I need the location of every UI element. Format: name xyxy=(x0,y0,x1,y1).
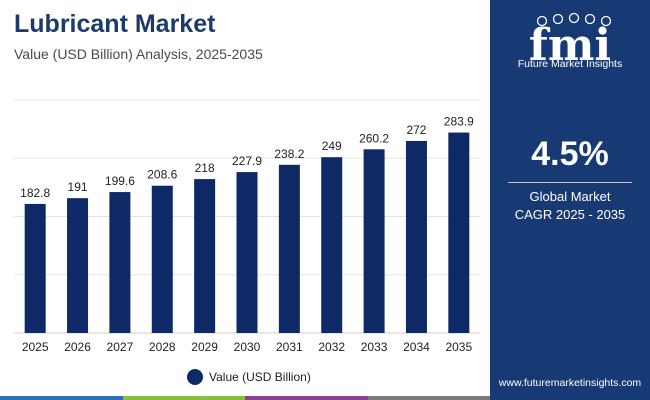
value-label-2028: 208.6 xyxy=(147,168,177,182)
logo-tagline: Future Market Insights xyxy=(517,58,623,70)
value-labels: 182.8 191 199.6 208.6 218 227.9 238.2 249 260.2 2… xyxy=(20,115,474,200)
sidebar-panel: fmi Future Market Insights 4.5% Global M… xyxy=(490,0,650,400)
legend: Value (USD Billion) xyxy=(187,369,311,385)
bar-chart: 182.8 191 199.6 208.6 218 227.9 238.2 249 260.2 2… xyxy=(14,99,480,354)
x-tick-2025: 2025 xyxy=(22,340,49,354)
legend-marker xyxy=(187,369,203,385)
value-label-2034: 272 xyxy=(406,123,426,137)
bar-2032 xyxy=(321,157,343,333)
x-tick-2035: 2035 xyxy=(445,340,472,354)
bar-2035 xyxy=(448,132,470,333)
x-tick-2034: 2034 xyxy=(403,340,430,354)
bar-2029 xyxy=(194,179,216,333)
x-tick-2030: 2030 xyxy=(234,340,261,354)
stripe-segment xyxy=(245,396,368,400)
chart-subtitle: Value (USD Billion) Analysis, 2025-2035 xyxy=(14,46,263,62)
value-label-2027: 199.6 xyxy=(105,174,135,188)
bar-2028 xyxy=(151,185,173,333)
chart-title: Lubricant Market xyxy=(14,10,216,38)
stripe-segment xyxy=(367,396,490,400)
divider xyxy=(508,182,632,183)
x-tick-2027: 2027 xyxy=(107,340,134,354)
bottom-color-stripe xyxy=(0,396,490,400)
x-tick-labels: 2025 2026 2027 2028 2029 2030 2031 2032 2033 2034… xyxy=(22,340,473,354)
value-label-2033: 260.2 xyxy=(359,131,389,145)
bar-2025 xyxy=(24,203,46,333)
bars xyxy=(24,132,470,333)
x-tick-2028: 2028 xyxy=(149,340,176,354)
cagr-value: 4.5% xyxy=(531,135,609,173)
value-label-2029: 218 xyxy=(195,161,215,175)
bar-2033 xyxy=(363,149,385,333)
value-label-2030: 227.9 xyxy=(232,154,262,168)
bar-2030 xyxy=(236,172,258,333)
x-tick-2032: 2032 xyxy=(318,340,345,354)
stripe-segment xyxy=(0,396,123,400)
x-tick-2033: 2033 xyxy=(361,340,388,354)
x-tick-2031: 2031 xyxy=(276,340,303,354)
value-label-2025: 182.8 xyxy=(20,186,50,200)
stripe-segment xyxy=(122,396,245,400)
logo-icons xyxy=(536,12,612,27)
value-label-2032: 249 xyxy=(322,139,342,153)
value-label-2031: 238.2 xyxy=(274,147,304,161)
value-label-2026: 191 xyxy=(68,180,88,194)
website-url: www.futuremarketinsights.com xyxy=(498,377,642,389)
logo-wordmark: fmi xyxy=(529,20,611,71)
bar-2031 xyxy=(278,164,300,333)
legend-label: Value (USD Billion) xyxy=(209,370,311,384)
cagr-caption-line2: CAGR 2025 - 2035 xyxy=(514,207,626,222)
bar-2026 xyxy=(67,198,89,333)
bar-2034 xyxy=(405,140,427,333)
fmi-logo: fmi xyxy=(529,12,612,71)
bar-2027 xyxy=(109,192,131,333)
x-tick-2029: 2029 xyxy=(191,340,218,354)
cagr-caption-line1: Global Market xyxy=(529,189,611,204)
x-tick-2026: 2026 xyxy=(64,340,91,354)
value-label-2035: 283.9 xyxy=(444,115,474,129)
